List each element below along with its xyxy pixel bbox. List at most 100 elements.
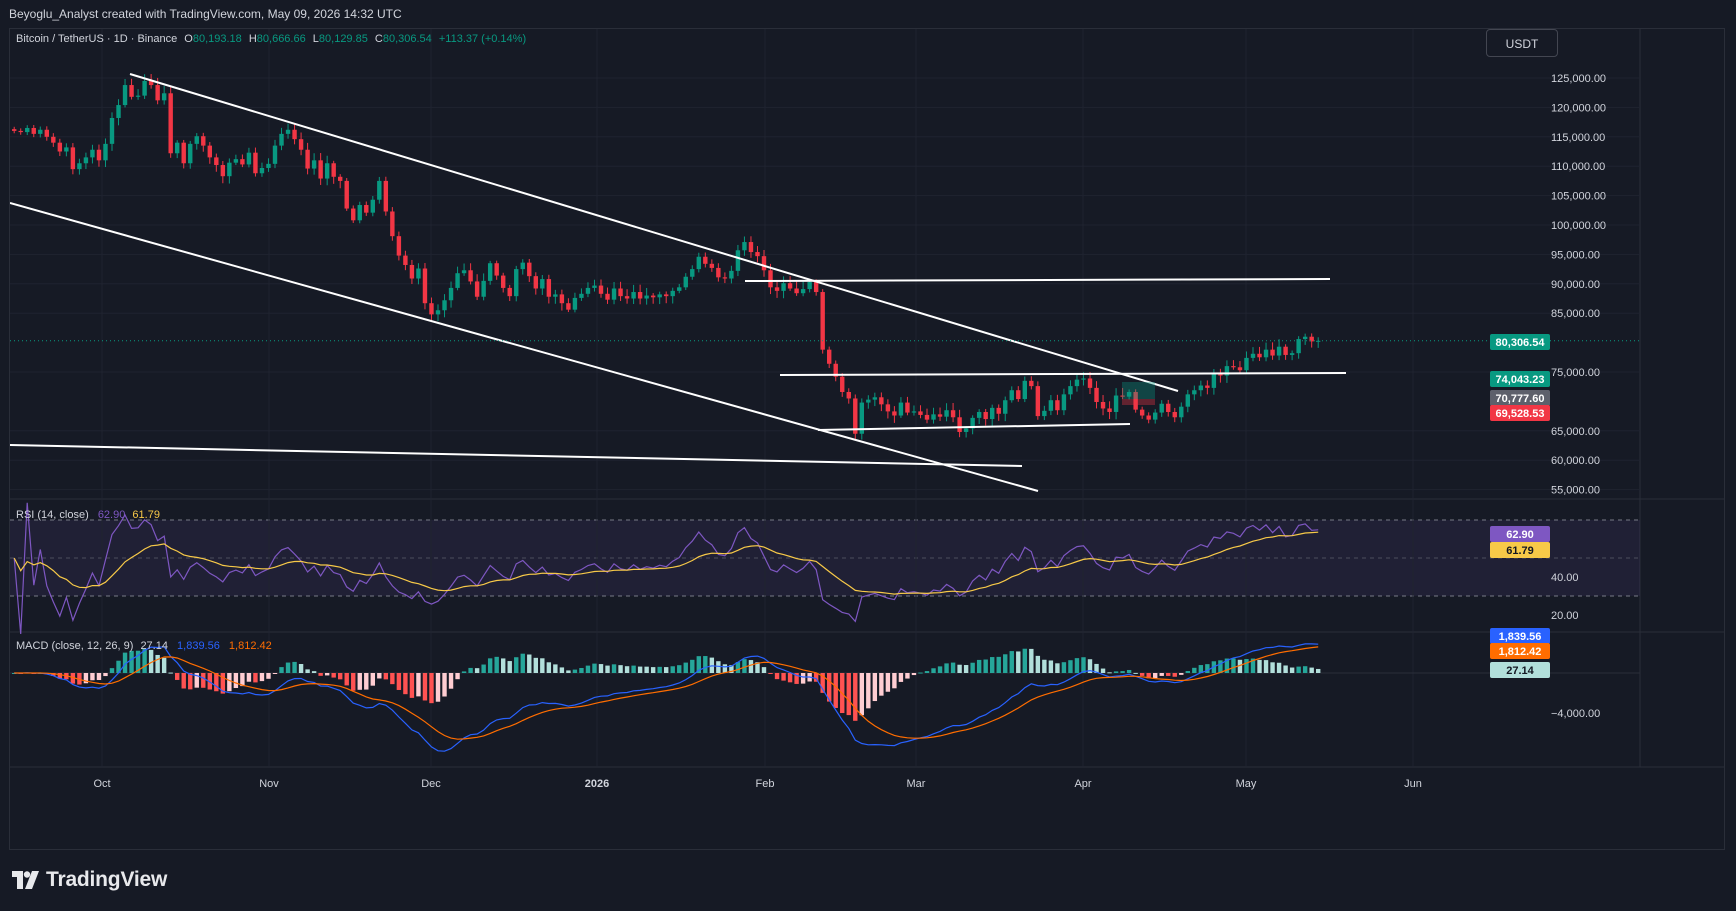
- candle-down[interactable]: [1257, 353, 1262, 358]
- candle-up[interactable]: [683, 276, 688, 288]
- candle-down[interactable]: [533, 276, 538, 289]
- candle-down[interactable]: [344, 180, 349, 209]
- candle-up[interactable]: [970, 417, 975, 429]
- candle-down[interactable]: [820, 292, 825, 350]
- candle-down[interactable]: [983, 411, 988, 420]
- candle-down[interactable]: [220, 165, 226, 177]
- candle-down[interactable]: [637, 292, 643, 299]
- candle-up[interactable]: [83, 157, 89, 164]
- candle-up[interactable]: [1113, 395, 1119, 412]
- candle-down[interactable]: [794, 288, 799, 294]
- candles[interactable]: [12, 74, 1321, 440]
- candle-up[interactable]: [742, 242, 747, 251]
- candle-up[interactable]: [670, 290, 675, 297]
- candle-down[interactable]: [1218, 374, 1223, 376]
- macd-legend[interactable]: MACD (close, 12, 26, 9) 27.14 1,839.56 1…: [16, 640, 272, 652]
- candle-down[interactable]: [774, 287, 780, 291]
- candle-up[interactable]: [976, 411, 982, 418]
- candle-up[interactable]: [135, 95, 141, 97]
- candle-down[interactable]: [168, 93, 173, 154]
- candle-up[interactable]: [611, 288, 617, 300]
- candle-down[interactable]: [155, 85, 160, 101]
- candle-down[interactable]: [853, 398, 858, 434]
- rsi-legend[interactable]: RSI (14, close) 62.90 61.79: [16, 509, 160, 521]
- chart-svg[interactable]: 125,000.00 120,000.00 115,000.00 110,000.00…: [9, 29, 1724, 849]
- candle-up[interactable]: [735, 250, 741, 271]
- candle-down[interactable]: [57, 142, 63, 152]
- candle-down[interactable]: [650, 295, 656, 298]
- candle-up[interactable]: [807, 282, 812, 290]
- candle-up[interactable]: [175, 142, 180, 154]
- candle-up[interactable]: [279, 133, 284, 146]
- candle-down[interactable]: [129, 85, 134, 97]
- candle-down[interactable]: [253, 152, 258, 174]
- candle-up[interactable]: [1048, 400, 1054, 411]
- candle-up[interactable]: [77, 163, 82, 170]
- candle-down[interactable]: [201, 136, 206, 146]
- candle-down[interactable]: [96, 149, 102, 161]
- candle-down[interactable]: [1133, 391, 1138, 410]
- candle-up[interactable]: [38, 129, 43, 134]
- candle-up[interactable]: [442, 300, 447, 311]
- candle-down[interactable]: [716, 267, 721, 278]
- candle-up[interactable]: [579, 293, 584, 298]
- candle-up[interactable]: [1192, 390, 1197, 395]
- candle-up[interactable]: [311, 160, 317, 169]
- candle-up[interactable]: [1198, 385, 1204, 391]
- candle-up[interactable]: [1003, 400, 1008, 414]
- candle-down[interactable]: [1146, 415, 1151, 420]
- candle-down[interactable]: [1166, 403, 1171, 412]
- position-profit-zone[interactable]: [1122, 382, 1155, 399]
- candle-down[interactable]: [1087, 378, 1093, 388]
- candle-down[interactable]: [1172, 411, 1177, 418]
- candle-down[interactable]: [748, 242, 754, 253]
- resistance-90k-line[interactable]: [744, 278, 1331, 282]
- candle-down[interactable]: [840, 376, 845, 392]
- candle-up[interactable]: [1244, 357, 1249, 371]
- candle-up[interactable]: [1022, 380, 1027, 400]
- range-bottom-line[interactable]: [817, 423, 1131, 431]
- candle-up[interactable]: [435, 310, 441, 315]
- candle-up[interactable]: [370, 199, 375, 213]
- candle-down[interactable]: [833, 363, 838, 377]
- candle-up[interactable]: [866, 399, 871, 403]
- candle-down[interactable]: [768, 270, 773, 288]
- candle-up[interactable]: [657, 294, 662, 298]
- candle-up[interactable]: [272, 145, 278, 164]
- candle-up[interactable]: [781, 283, 786, 291]
- candle-down[interactable]: [31, 127, 36, 134]
- candle-up[interactable]: [677, 287, 682, 291]
- candle-down[interactable]: [1094, 387, 1099, 402]
- candle-down[interactable]: [331, 163, 336, 177]
- candle-down[interactable]: [364, 205, 369, 213]
- candle-down[interactable]: [422, 268, 428, 304]
- candle-down[interactable]: [351, 208, 356, 221]
- candle-up[interactable]: [990, 407, 995, 420]
- candle-up[interactable]: [1302, 336, 1308, 340]
- candle-up[interactable]: [553, 294, 558, 297]
- candle-up[interactable]: [377, 180, 382, 200]
- candle-up[interactable]: [266, 163, 271, 168]
- candle-down[interactable]: [1237, 367, 1243, 371]
- candle-up[interactable]: [963, 428, 969, 432]
- candle-down[interactable]: [474, 281, 480, 297]
- candle-up[interactable]: [1179, 406, 1184, 418]
- candle-down[interactable]: [429, 303, 434, 315]
- candle-up[interactable]: [690, 269, 695, 277]
- candle-down[interactable]: [507, 287, 512, 297]
- candle-down[interactable]: [240, 159, 245, 165]
- candle-up[interactable]: [1289, 353, 1295, 355]
- candle-down[interactable]: [787, 283, 793, 289]
- candle-up[interactable]: [1081, 378, 1086, 380]
- candle-down[interactable]: [298, 139, 304, 150]
- candle-down[interactable]: [70, 147, 76, 170]
- price-axis[interactable]: 125,000.00 120,000.00 115,000.00 110,000.00…: [1551, 73, 1606, 720]
- candle-down[interactable]: [892, 411, 897, 416]
- candle-up[interactable]: [25, 127, 30, 133]
- candle-down[interactable]: [559, 294, 565, 304]
- range-top-line[interactable]: [779, 372, 1347, 376]
- candle-down[interactable]: [546, 279, 552, 297]
- symbol-legend[interactable]: Bitcoin / TetherUS · 1D · Binance O80,19…: [16, 33, 526, 45]
- candle-down[interactable]: [207, 145, 212, 158]
- candle-up[interactable]: [859, 402, 864, 434]
